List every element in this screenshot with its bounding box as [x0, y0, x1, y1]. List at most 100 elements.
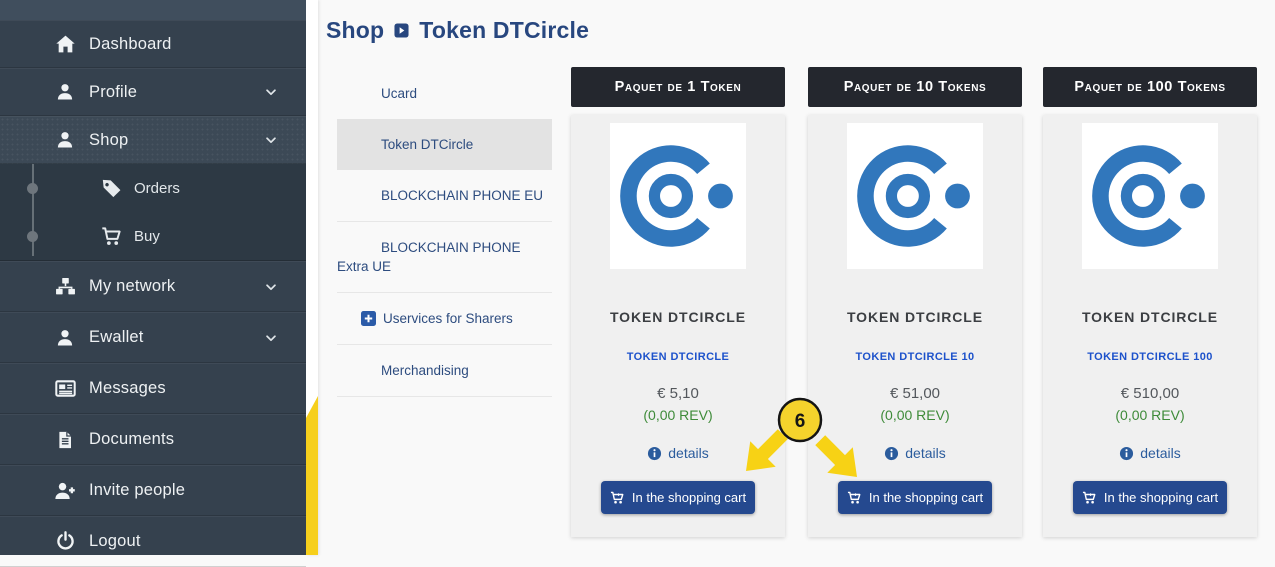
details-label: details	[905, 445, 946, 461]
tree-dot	[27, 231, 38, 242]
caret-square-right-icon	[394, 23, 409, 38]
product-card: TOKEN DTCIRCLE TOKEN DTCIRCLE € 5,10 (0,…	[571, 115, 785, 537]
main-content: Shop Token DTCircle Ucard Token DTCircle…	[318, 0, 1275, 555]
add-to-cart-button[interactable]: In the shopping cart	[838, 481, 992, 514]
cart-plus-icon	[1082, 491, 1096, 504]
sidebar-item-ewallet[interactable]: Ewallet	[0, 312, 306, 363]
subnav-item-blockchain-phone-extra-ue[interactable]: BLOCKCHAIN PHONE Extra UE	[337, 222, 552, 293]
user-plus-icon	[52, 480, 78, 502]
details-link[interactable]: details	[1043, 445, 1257, 461]
product-rev: (0,00 REV)	[880, 407, 950, 423]
product-rev: (0,00 REV)	[643, 407, 713, 423]
product-price: € 51,00	[889, 385, 941, 402]
sidebar-item-label: My network	[89, 277, 176, 295]
tree-dot	[27, 183, 38, 194]
subnav-item-label: Uservices for Sharers	[383, 311, 513, 326]
add-to-cart-label: In the shopping cart	[631, 490, 747, 505]
page-title: Token DTCircle	[419, 17, 590, 43]
sidebar-item-label: Buy	[134, 227, 160, 245]
tag-icon	[98, 178, 124, 199]
product-price: € 5,10	[657, 385, 699, 402]
dtcircle-logo	[1092, 145, 1205, 247]
sidebar-item-label: Profile	[89, 82, 138, 101]
chevron-down-icon	[264, 331, 278, 345]
home-icon	[52, 34, 78, 55]
info-icon	[885, 446, 899, 460]
sidebar-item-label: Orders	[134, 179, 180, 197]
user-icon	[52, 328, 78, 348]
network-icon	[52, 276, 78, 297]
product-package-header: Paquet de 100 Tokens	[1043, 67, 1257, 107]
subnav-item-ucard[interactable]: Ucard	[381, 86, 418, 101]
sidebar-item-label: Dashboard	[89, 34, 172, 53]
sidebar-item-orders[interactable]: Orders	[0, 164, 306, 212]
details-link[interactable]: details	[808, 445, 1022, 461]
sidebar-item-shop[interactable]: Shop	[0, 116, 306, 164]
sidebar-item-invite-people[interactable]: Invite people	[0, 465, 306, 516]
details-label: details	[1140, 445, 1181, 461]
category-subnav: Ucard Token DTCircle BLOCKCHAIN PHONE EU…	[337, 68, 552, 397]
sidebar-item-label: Shop	[89, 130, 129, 149]
product-link[interactable]: TOKEN DTCIRCLE 10	[855, 351, 975, 363]
details-link[interactable]: details	[571, 445, 785, 461]
product-name: TOKEN DTCIRCLE	[609, 309, 746, 325]
product-price: € 510,00	[1120, 385, 1180, 402]
sidebar-item-label: Ewallet	[89, 328, 144, 346]
details-label: details	[668, 445, 709, 461]
cart-plus-icon	[847, 491, 861, 504]
user-icon	[52, 82, 78, 102]
subnav-item-blockchain-phone-eu[interactable]: BLOCKCHAIN PHONE EU	[337, 170, 552, 222]
product-link[interactable]: TOKEN DTCIRCLE 100	[1087, 351, 1213, 363]
sidebar-item-documents[interactable]: Documents	[0, 414, 306, 465]
product-card: TOKEN DTCIRCLE TOKEN DTCIRCLE 100 € 510,…	[1043, 115, 1257, 537]
add-to-cart-label: In the shopping cart	[868, 490, 984, 505]
sidebar-item-label: Logout	[89, 532, 141, 550]
sidebar-item-logout[interactable]: Logout	[0, 516, 306, 567]
sidebar-item-buy[interactable]: Buy	[0, 212, 306, 260]
user-icon	[52, 130, 78, 150]
breadcrumb-root[interactable]: Shop	[326, 17, 385, 43]
sidebar-item-messages[interactable]: Messages	[0, 363, 306, 414]
breadcrumb: Shop Token DTCircle	[326, 17, 589, 44]
product-rev: (0,00 REV)	[1115, 407, 1185, 423]
chevron-down-icon	[264, 133, 278, 147]
subnav-item-token-dtcircle[interactable]: Token DTCircle	[337, 119, 552, 170]
product-link[interactable]: TOKEN DTCIRCLE	[626, 351, 730, 363]
sidebar-item-label: Messages	[89, 379, 166, 397]
chevron-down-icon	[264, 85, 278, 99]
product-image	[847, 123, 983, 269]
cart-icon	[98, 226, 124, 247]
product-image	[1082, 123, 1218, 269]
sidebar-item-my-network[interactable]: My network	[0, 261, 306, 312]
sidebar-item-label: Invite people	[89, 481, 186, 499]
sidebar-item-label: Documents	[89, 430, 175, 448]
dtcircle-logo	[857, 145, 970, 247]
sidebar-item-profile[interactable]: Profile	[0, 68, 306, 116]
add-to-cart-button[interactable]: In the shopping cart	[601, 481, 755, 514]
sidebar-item-dashboard[interactable]: Dashboard	[0, 20, 306, 68]
add-to-cart-button[interactable]: In the shopping cart	[1073, 481, 1227, 514]
chevron-down-icon	[264, 280, 278, 294]
document-icon	[52, 430, 78, 450]
info-icon	[648, 446, 662, 460]
shop-submenu: Orders Buy	[0, 164, 306, 261]
sidebar-top-strip	[0, 0, 306, 20]
newspaper-icon	[52, 377, 78, 400]
product-image	[610, 123, 746, 269]
product-card: TOKEN DTCIRCLE TOKEN DTCIRCLE 10 € 51,00…	[808, 115, 1022, 537]
product-package-header: Paquet de 1 Token	[571, 67, 785, 107]
power-icon	[52, 531, 78, 552]
plus-square-icon	[361, 311, 376, 326]
product-package-header: Paquet de 10 Tokens	[808, 67, 1022, 107]
product-name: TOKEN DTCIRCLE	[846, 309, 983, 325]
add-to-cart-label: In the shopping cart	[1103, 490, 1219, 505]
info-icon	[1120, 446, 1134, 460]
subnav-item-uservices-for-sharers[interactable]: Uservices for Sharers	[337, 293, 552, 345]
step-number: 6	[795, 411, 806, 432]
dtcircle-logo	[620, 145, 733, 247]
subnav-item-merchandising[interactable]: Merchandising	[337, 345, 552, 397]
sidebar: Dashboard Profile Shop Orders	[0, 0, 306, 567]
cart-plus-icon	[610, 491, 624, 504]
product-name: TOKEN DTCIRCLE	[1081, 309, 1218, 325]
edge-strip-yellow-marker	[306, 396, 318, 555]
